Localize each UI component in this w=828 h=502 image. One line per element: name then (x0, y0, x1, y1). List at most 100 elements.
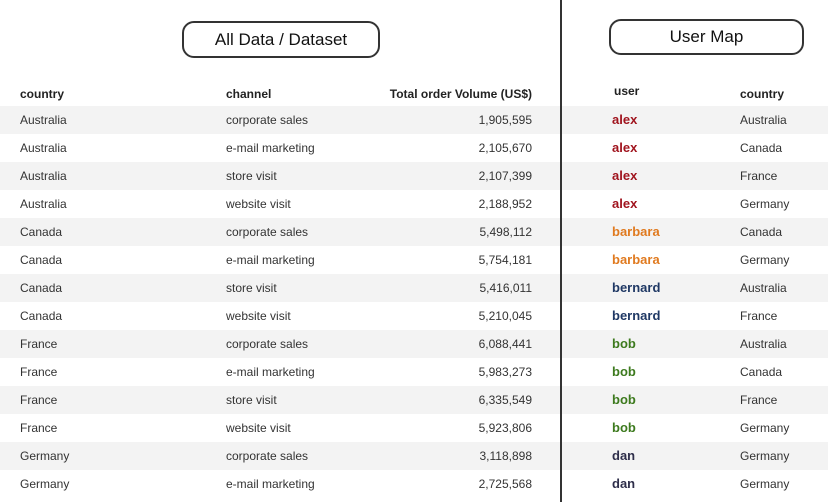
user-map-title: User Map (609, 19, 804, 55)
table-row[interactable]: bob Germany (562, 414, 828, 442)
user-country-cell: Australia (740, 113, 787, 127)
header-user: user (614, 84, 640, 98)
table-row[interactable]: alex France (562, 162, 828, 190)
volume-cell: 2,107,399 (478, 169, 532, 183)
table-row[interactable]: Germany corporate sales 3,118,898 (0, 442, 560, 470)
user-cell: alex (612, 112, 638, 127)
channel-cell: store visit (226, 169, 277, 183)
channel-cell: e-mail marketing (226, 141, 315, 155)
user-cell: alex (612, 168, 638, 183)
user-country-cell: Germany (740, 449, 790, 463)
volume-cell: 2,725,568 (478, 477, 532, 491)
user-country-cell: Germany (740, 197, 790, 211)
table-row[interactable]: barbara Germany (562, 246, 828, 274)
user-map-table: alex Australia alex Canada alex France alex Ger… (562, 106, 828, 498)
table-row[interactable]: dan Germany (562, 470, 828, 498)
table-row[interactable]: Canada e-mail marketing 5,754,181 (0, 246, 560, 274)
table-row[interactable]: Australia corporate sales 1,905,595 (0, 106, 560, 134)
country-cell: France (20, 421, 58, 435)
table-row[interactable]: bernard France (562, 302, 828, 330)
table-row[interactable]: Australia store visit 2,107,399 (0, 162, 560, 190)
table-row[interactable]: Australia e-mail marketing 2,105,670 (0, 134, 560, 162)
user-country-cell: France (740, 169, 778, 183)
country-cell: Canada (20, 281, 63, 295)
volume-cell: 6,088,441 (478, 337, 532, 351)
user-cell: bob (612, 336, 636, 351)
country-cell: Germany (20, 449, 70, 463)
channel-cell: store visit (226, 393, 277, 407)
table-row[interactable]: Canada website visit 5,210,045 (0, 302, 560, 330)
channel-cell: corporate sales (226, 225, 309, 239)
user-cell: dan (612, 448, 636, 463)
user-cell: bob (612, 392, 636, 407)
user-country-cell: Germany (740, 253, 790, 267)
country-cell: Canada (20, 309, 63, 323)
channel-cell: website visit (226, 309, 291, 323)
channel-cell: corporate sales (226, 337, 309, 351)
user-cell: bernard (612, 280, 661, 295)
table-row[interactable]: France corporate sales 6,088,441 (0, 330, 560, 358)
user-country-cell: Germany (740, 477, 790, 491)
volume-cell: 1,905,595 (478, 113, 532, 127)
channel-cell: store visit (226, 281, 277, 295)
dataset-title: All Data / Dataset (182, 21, 380, 58)
header-country: country (20, 87, 65, 101)
channel-cell: corporate sales (226, 449, 309, 463)
table-row[interactable]: Canada corporate sales 5,498,112 (0, 218, 560, 246)
user-cell: bob (612, 420, 636, 435)
volume-cell: 3,118,898 (479, 449, 533, 463)
table-row[interactable]: Canada store visit 5,416,011 (0, 274, 560, 302)
table-row[interactable]: bob Canada (562, 358, 828, 386)
channel-cell: website visit (226, 421, 291, 435)
country-cell: Australia (20, 169, 67, 183)
table-row[interactable]: France e-mail marketing 5,983,273 (0, 358, 560, 386)
country-cell: Germany (20, 477, 70, 491)
channel-cell: e-mail marketing (226, 477, 315, 491)
volume-cell: 5,923,806 (478, 421, 532, 435)
volume-cell: 5,210,045 (478, 309, 532, 323)
country-cell: France (20, 337, 58, 351)
channel-cell: website visit (226, 197, 291, 211)
header-user-country: country (740, 87, 785, 101)
country-cell: France (20, 393, 58, 407)
country-cell: Australia (20, 113, 67, 127)
country-cell: Australia (20, 197, 67, 211)
user-country-cell: Australia (740, 281, 787, 295)
country-cell: Canada (20, 225, 63, 239)
user-cell: dan (612, 476, 636, 491)
user-cell: alex (612, 140, 638, 155)
country-cell: France (20, 365, 58, 379)
panel-divider (560, 0, 562, 502)
user-country-cell: Germany (740, 421, 790, 435)
volume-cell: 2,105,670 (478, 141, 532, 155)
table-row[interactable]: bob France (562, 386, 828, 414)
user-country-cell: France (740, 309, 778, 323)
volume-cell: 5,416,011 (479, 281, 533, 295)
channel-cell: e-mail marketing (226, 365, 315, 379)
user-country-cell: Australia (740, 337, 787, 351)
table-row[interactable]: France website visit 5,923,806 (0, 414, 560, 442)
header-channel: channel (226, 87, 272, 101)
table-row[interactable]: bob Australia (562, 330, 828, 358)
table-row[interactable]: Germany e-mail marketing 2,725,568 (0, 470, 560, 498)
user-cell: barbara (612, 224, 660, 239)
table-row[interactable]: bernard Australia (562, 274, 828, 302)
channel-cell: e-mail marketing (226, 253, 315, 267)
user-country-cell: France (740, 393, 778, 407)
table-row[interactable]: France store visit 6,335,549 (0, 386, 560, 414)
user-cell: bernard (612, 308, 661, 323)
volume-cell: 5,498,112 (479, 225, 533, 239)
channel-cell: corporate sales (226, 113, 309, 127)
table-row[interactable]: dan Germany (562, 442, 828, 470)
dataset-table: Australia corporate sales 1,905,595 Austral… (0, 106, 560, 498)
table-row[interactable]: barbara Canada (562, 218, 828, 246)
table-row[interactable]: alex Canada (562, 134, 828, 162)
table-row[interactable]: alex Germany (562, 190, 828, 218)
table-row[interactable]: alex Australia (562, 106, 828, 134)
user-country-cell: Canada (740, 141, 783, 155)
user-cell: barbara (612, 252, 660, 267)
country-cell: Canada (20, 253, 63, 267)
user-country-cell: Canada (740, 225, 783, 239)
user-cell: alex (612, 196, 638, 211)
table-row[interactable]: Australia website visit 2,188,952 (0, 190, 560, 218)
